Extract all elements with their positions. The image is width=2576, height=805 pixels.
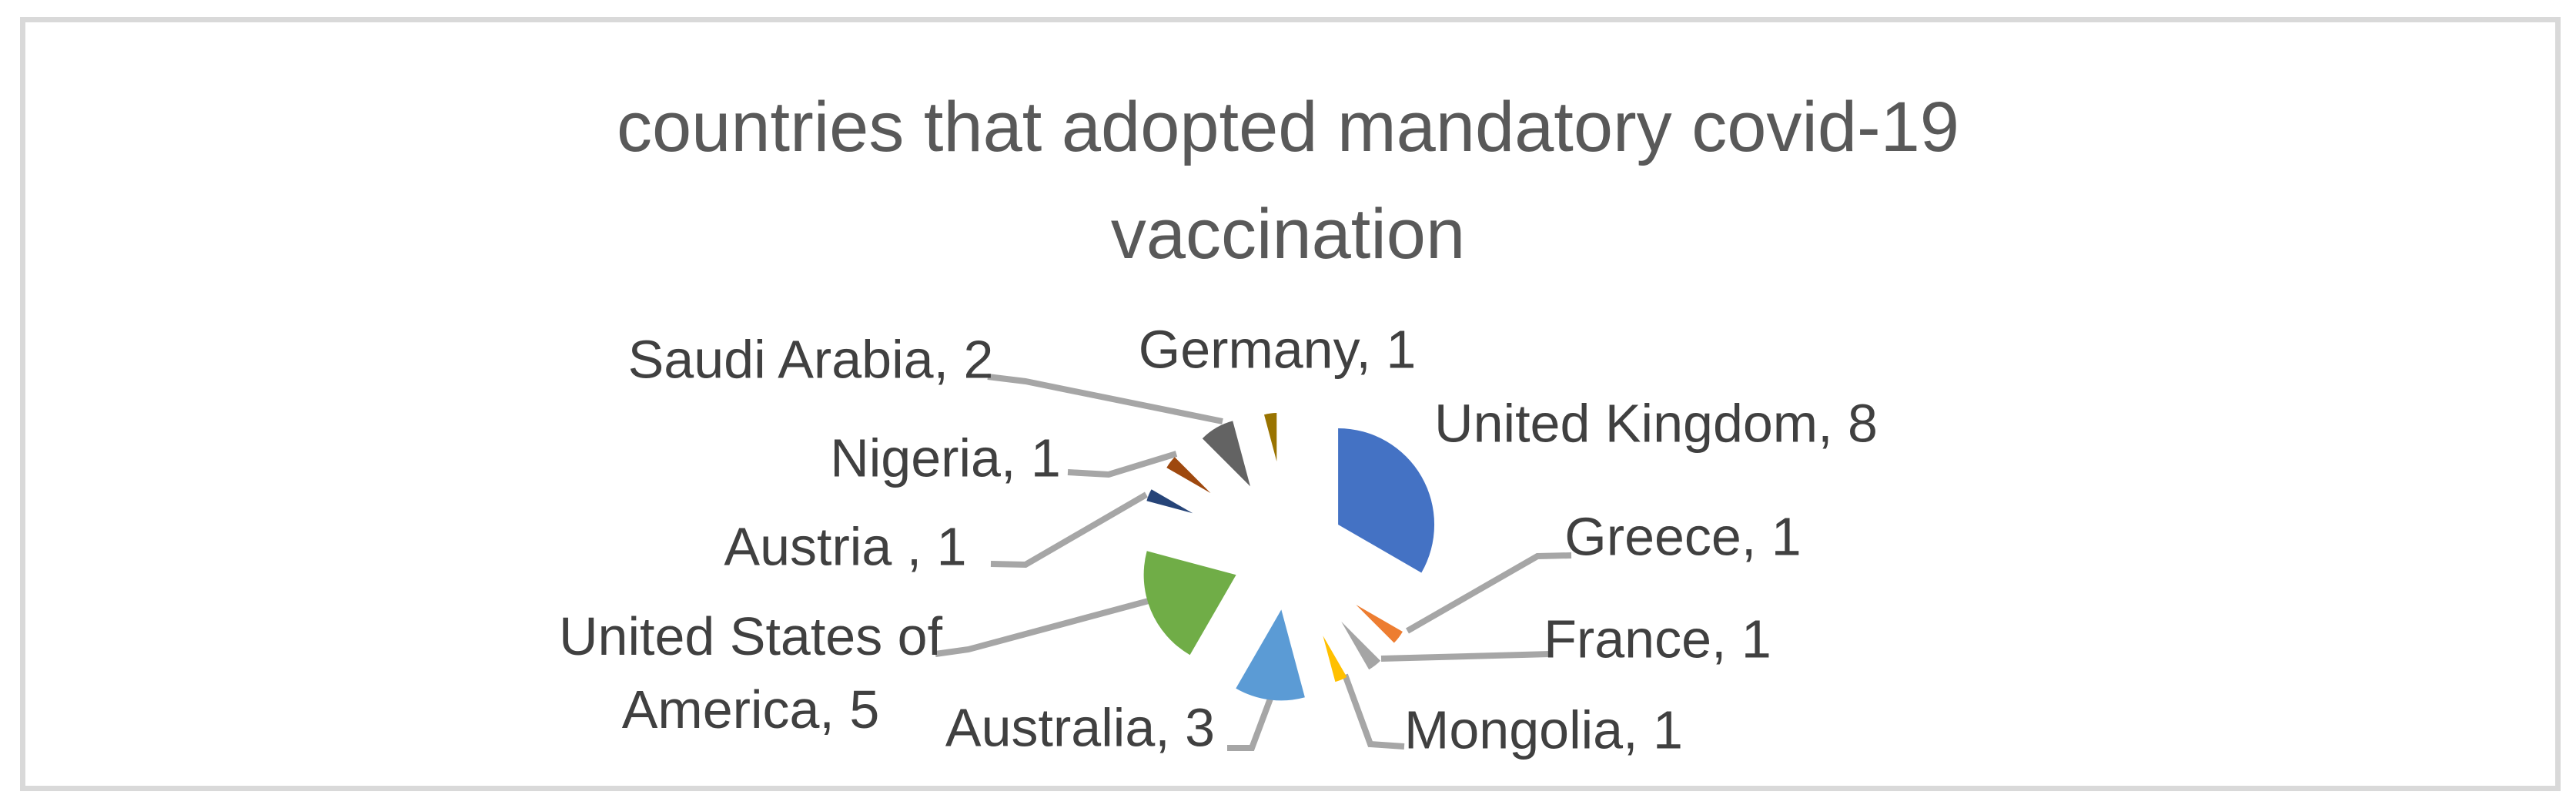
leader-line-nigeria — [1067, 451, 1178, 478]
pie-slice-austria[interactable] — [1146, 489, 1193, 514]
chart-border — [20, 17, 2561, 791]
leader-line-greece — [1406, 552, 1572, 634]
pie-slice-australia[interactable] — [1236, 609, 1305, 701]
pie-slice-france[interactable] — [1341, 621, 1381, 670]
leader-line-france — [1380, 651, 1551, 662]
leader-line-saudi-arabia — [987, 374, 1223, 424]
pie-slice-nigeria[interactable] — [1166, 457, 1211, 494]
data-label-greece: Greece, 1 — [1564, 506, 1802, 567]
data-label-united-states-of-america: United States of America, 5 — [559, 600, 942, 746]
pie-slice-mongolia[interactable] — [1323, 636, 1347, 683]
data-label-france: France, 1 — [1544, 609, 1771, 669]
pie-slice-greece[interactable] — [1356, 605, 1403, 643]
data-label-united-kingdom: United Kingdom, 8 — [1434, 393, 1878, 454]
leader-line-austria — [990, 491, 1149, 569]
data-label-usa-line2: America, 5 — [621, 679, 880, 740]
data-label-austria: Austria , 1 — [724, 516, 967, 577]
data-label-germany: Germany, 1 — [1138, 319, 1417, 380]
leader-line-united-states-of-america — [935, 598, 1150, 657]
data-label-saudi-arabia: Saudi Arabia, 2 — [627, 329, 994, 390]
chart-title: countries that adopted mandatory covid-1… — [0, 74, 2576, 288]
chart-title-line1: countries that adopted mandatory covid-1… — [617, 88, 1959, 166]
chart-title-line2: vaccination — [1110, 195, 1466, 273]
data-label-nigeria: Nigeria, 1 — [830, 428, 1061, 488]
data-label-australia: Australia, 3 — [945, 697, 1216, 758]
pie-slice-saudi-arabia[interactable] — [1202, 421, 1250, 487]
pie-slice-united-kingdom[interactable] — [1338, 428, 1435, 573]
data-label-usa-line1: United States of — [558, 606, 943, 666]
pie-slice-germany[interactable] — [1264, 413, 1277, 461]
data-label-mongolia: Mongolia, 1 — [1404, 699, 1683, 760]
pie-slice-united-states-of-america[interactable] — [1143, 551, 1236, 656]
leader-line-australia — [1227, 697, 1273, 751]
leader-line-mongolia — [1342, 673, 1405, 750]
